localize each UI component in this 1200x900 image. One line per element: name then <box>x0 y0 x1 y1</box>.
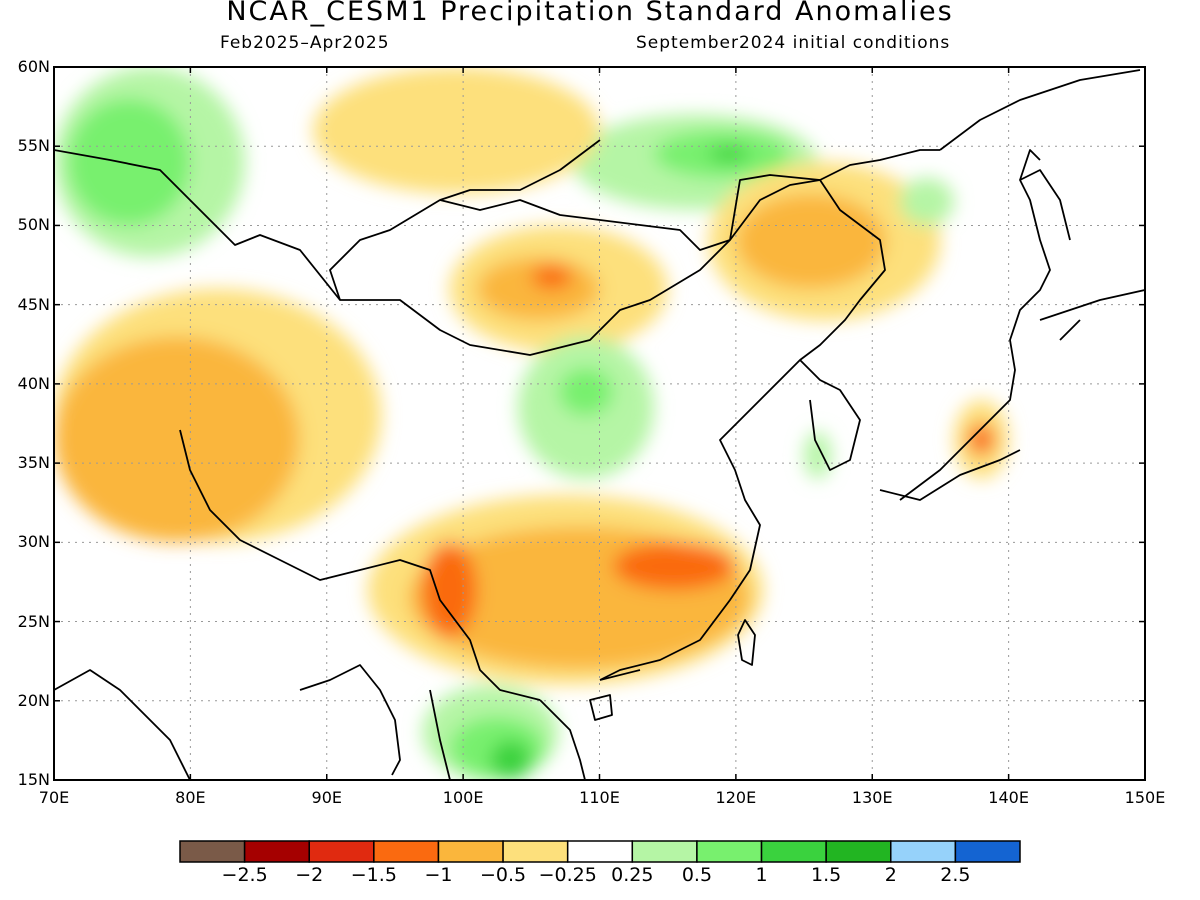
india-coast <box>54 669 191 780</box>
longitude-label: 150E <box>1124 788 1166 807</box>
colorbar-label: 2 <box>884 864 897 886</box>
coastlines-borders <box>54 69 1145 780</box>
longitude-label: 110E <box>579 788 620 807</box>
latitude-label: 50N <box>17 215 50 235</box>
longitude-label: 100E <box>442 788 484 807</box>
anomaly-region-5 <box>313 67 600 194</box>
latitude-label: 60N <box>17 57 50 76</box>
colorbar-swatch <box>179 840 246 863</box>
axis-ticks <box>53 66 1146 781</box>
colorbar-swatch <box>502 840 569 863</box>
latitude-label: 20N <box>17 690 50 710</box>
himalaya-border <box>179 429 541 701</box>
longitude-label: 140E <box>988 788 1029 807</box>
colorbar-label: 1 <box>755 864 768 886</box>
latitude-label: 35N <box>17 453 50 473</box>
longitude-label: 90E <box>311 788 342 807</box>
colorbar-label: −2 <box>295 864 324 886</box>
japan-coast <box>899 169 1071 501</box>
hainan <box>589 694 613 721</box>
colorbar-label: −0.25 <box>538 864 597 886</box>
longitude-label: 120E <box>715 788 757 807</box>
colorbar-label: 0.5 <box>681 864 713 886</box>
initial-conditions: September2024 initial conditions <box>636 33 951 53</box>
colorbar-label: −0.5 <box>479 864 527 886</box>
korea-coast <box>799 359 861 471</box>
indochina-coast <box>429 669 641 780</box>
anomaly-region-17 <box>613 542 736 590</box>
anomaly-field <box>54 67 1009 780</box>
latitude-label: 30N <box>17 532 50 552</box>
chart-title: NCAR_CESM1 Precipitation Standard Anomal… <box>226 0 954 27</box>
colorbar-swatch <box>825 840 892 863</box>
anomaly-region-12 <box>54 336 300 543</box>
colorbar-label: 0.25 <box>611 864 654 886</box>
mongolia-border <box>329 199 731 301</box>
colorbar-label: 2.5 <box>940 864 971 886</box>
colorbar-swatch <box>631 840 698 863</box>
okhotsk-coast <box>729 149 940 241</box>
latitude-label: 15N <box>17 770 50 789</box>
latitude-label: 25N <box>17 611 50 631</box>
anomaly-region-21 <box>490 740 532 780</box>
colorbar-swatch <box>760 840 827 863</box>
anomaly-region-23 <box>967 423 995 456</box>
india-east-coast <box>299 664 401 776</box>
anomaly-region-8 <box>531 265 573 289</box>
colorbar-label: −1 <box>424 864 453 886</box>
longitude-label: 130E <box>851 788 893 807</box>
anomaly-region-10 <box>735 193 886 289</box>
russia-border <box>439 139 601 201</box>
colorbar-swatch <box>696 840 763 863</box>
taiwan <box>737 619 756 666</box>
colorbar-swatch <box>954 840 1021 863</box>
colorbar-label: 1.5 <box>811 864 842 886</box>
japan-south <box>879 449 1021 501</box>
east-coast-islands <box>1039 289 1145 341</box>
colorbar-swatch <box>243 840 310 863</box>
colorbar-label: −1.5 <box>350 864 397 886</box>
colorbar-swatch <box>308 840 375 863</box>
anomaly-region-4 <box>708 146 750 163</box>
longitude-label: 70E <box>38 788 70 807</box>
latitude-label: 55N <box>17 136 50 156</box>
kamchatka-sakhalin <box>939 69 1141 181</box>
anomaly-region-1 <box>67 98 191 226</box>
latitude-label: 40N <box>17 373 50 393</box>
latitude-label: 45N <box>17 294 50 314</box>
longitude-label: 80E <box>175 788 206 807</box>
anomaly-region-25 <box>804 431 832 479</box>
colorbar-swatch <box>890 840 957 863</box>
anomaly-region-24 <box>899 177 955 226</box>
colorbar-label: −2.5 <box>221 864 268 886</box>
colorbar-swatch <box>437 840 504 863</box>
colorbar-swatch <box>373 840 440 863</box>
forecast-period: Feb2025–Apr2025 <box>220 33 390 53</box>
colorbar-swatch <box>566 840 634 863</box>
